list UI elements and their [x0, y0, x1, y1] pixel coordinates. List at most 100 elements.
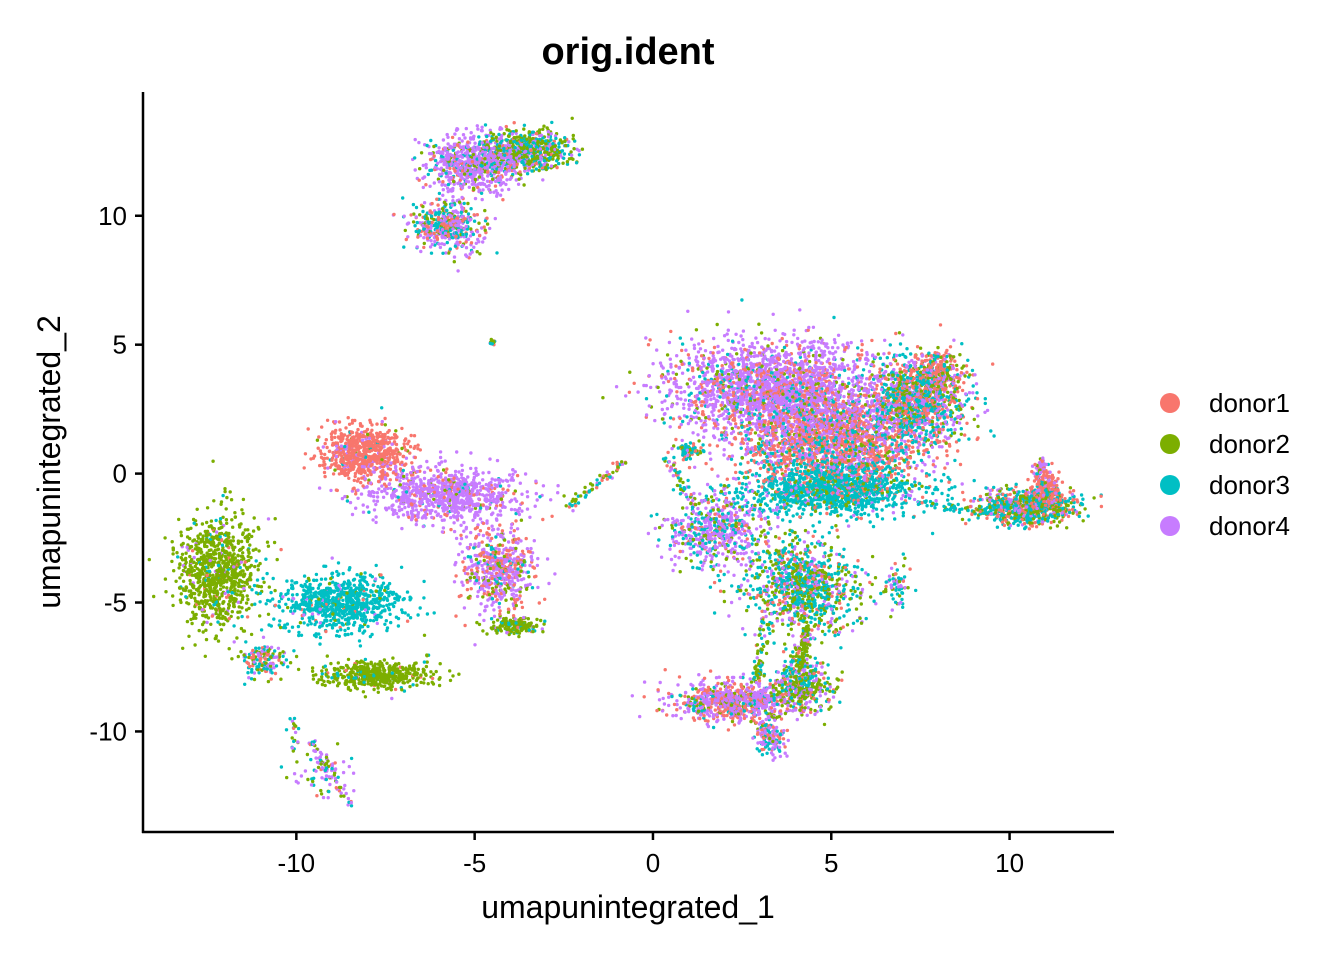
data-point: [473, 141, 477, 145]
series-donor2-points: [187, 130, 1073, 769]
data-point: [741, 672, 746, 676]
data-point: [840, 678, 844, 682]
data-point: [780, 348, 785, 353]
data-point: [916, 357, 920, 361]
data-point: [1008, 492, 1012, 497]
data-point: [482, 558, 486, 563]
data-point: [482, 618, 486, 623]
data-point: [820, 641, 824, 645]
data-point: [338, 428, 342, 432]
data-point: [916, 449, 920, 453]
data-point: [506, 607, 511, 611]
data-point: [262, 580, 266, 584]
data-point: [887, 351, 891, 355]
data-point: [469, 559, 474, 564]
data-point: [783, 642, 787, 646]
data-point: [697, 342, 701, 346]
data-point: [478, 517, 483, 521]
data-point: [962, 498, 966, 502]
data-point: [836, 535, 840, 539]
data-point: [974, 382, 979, 386]
data-point: [694, 355, 699, 359]
data-point: [679, 397, 683, 401]
data-point: [525, 547, 530, 551]
data-point: [474, 557, 479, 562]
data-point: [655, 708, 659, 713]
data-point: [323, 577, 328, 581]
data-point: [741, 343, 745, 347]
data-point: [504, 124, 508, 129]
data-point: [636, 390, 640, 394]
data-point: [671, 474, 676, 478]
data-point: [704, 506, 708, 510]
data-point: [708, 443, 712, 447]
data-point: [921, 452, 926, 457]
data-point: [330, 437, 334, 442]
data-point: [1057, 470, 1061, 474]
data-point: [1066, 514, 1071, 519]
data-point: [934, 499, 938, 503]
data-point: [920, 495, 925, 499]
series-donor2-points: [185, 130, 1052, 717]
data-point: [761, 491, 765, 496]
data-point: [491, 620, 496, 624]
data-point: [860, 342, 864, 347]
data-point: [757, 322, 761, 326]
data-point: [776, 525, 780, 529]
data-point: [354, 587, 358, 591]
data-point: [897, 588, 902, 592]
data-point: [679, 390, 683, 395]
data-point: [901, 511, 906, 515]
data-point: [257, 671, 261, 675]
data-point: [720, 413, 724, 417]
data-point: [912, 497, 917, 502]
data-point: [489, 480, 493, 485]
data-point: [758, 716, 762, 721]
data-point: [314, 578, 319, 582]
data-point: [720, 407, 724, 411]
data-point: [767, 544, 771, 548]
data-point: [936, 345, 940, 350]
data-point: [359, 492, 364, 496]
data-point: [851, 592, 855, 596]
data-point: [277, 599, 281, 604]
data-point: [451, 195, 455, 199]
data-point: [438, 662, 442, 666]
data-point: [888, 343, 892, 347]
data-point: [254, 646, 258, 650]
data-point: [454, 536, 459, 541]
data-point: [722, 713, 726, 718]
data-point: [477, 221, 481, 225]
data-point: [655, 512, 659, 517]
data-point: [488, 226, 492, 231]
data-point: [437, 146, 441, 150]
data-point: [678, 570, 682, 574]
scatter-points: [147, 116, 1104, 808]
data-point: [567, 157, 572, 161]
data-point: [789, 704, 793, 708]
data-point: [726, 310, 731, 314]
data-point: [462, 568, 466, 573]
data-point: [758, 453, 763, 457]
data-point: [266, 612, 271, 616]
data-point: [223, 489, 227, 494]
data-point: [709, 397, 713, 402]
data-point: [742, 577, 746, 581]
data-point: [449, 515, 453, 520]
data-point: [293, 730, 298, 735]
data-point: [412, 434, 417, 438]
data-point: [783, 469, 788, 474]
data-point: [230, 610, 234, 614]
data-point: [232, 604, 236, 608]
data-point: [847, 570, 851, 574]
data-point: [842, 547, 846, 551]
data-point: [907, 487, 911, 491]
data-point: [431, 672, 436, 676]
data-point: [207, 548, 211, 553]
data-point: [698, 683, 703, 687]
data-point: [532, 566, 537, 570]
data-point: [409, 433, 413, 438]
data-point: [952, 338, 956, 342]
data-point: [493, 184, 498, 188]
